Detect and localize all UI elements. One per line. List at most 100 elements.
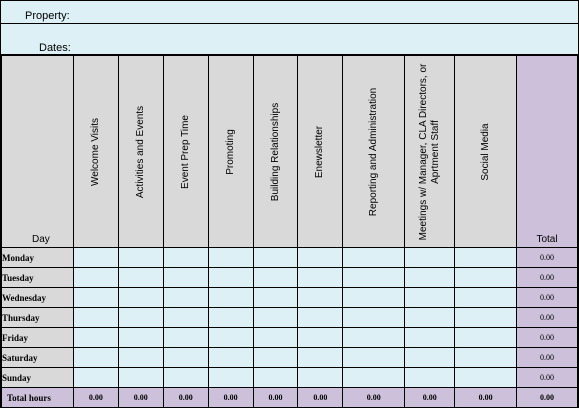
meetings-hours-input[interactable] — [404, 347, 456, 368]
building-relationships-hours-input[interactable] — [252, 327, 299, 348]
grand-total-cell: 0.00 — [516, 387, 578, 408]
reporting-admin-hours-input[interactable] — [342, 307, 406, 328]
table-row: Sunday 0.00 — [1, 367, 578, 388]
day-cell: Sunday — [1, 367, 74, 388]
promoting-hours-input[interactable] — [207, 287, 254, 308]
activities-events-hours-input[interactable] — [117, 367, 164, 388]
building-relationships-hours-input[interactable] — [252, 287, 299, 308]
reporting-admin-hours-input[interactable] — [342, 247, 406, 268]
activities-events-hours-input[interactable] — [117, 307, 164, 328]
meetings-header: Meetings w/ Manager, CLA Directors, or A… — [404, 55, 456, 248]
row-total-cell: 0.00 — [516, 307, 578, 328]
event-prep-total-cell: 0.00 — [162, 387, 209, 408]
reporting-admin-hours-input[interactable] — [342, 287, 406, 308]
reporting-admin-hours-input[interactable] — [342, 267, 406, 288]
enewsletter-total-cell: 0.00 — [297, 387, 344, 408]
meetings-hours-input[interactable] — [404, 247, 456, 268]
welcome-visits-hours-input[interactable] — [72, 367, 119, 388]
promoting-label: Promoting — [224, 128, 236, 175]
enewsletter-hours-input[interactable] — [297, 287, 344, 308]
welcome-visits-hours-input[interactable] — [72, 307, 119, 328]
social-media-hours-input[interactable] — [454, 307, 518, 328]
activities-events-hours-input[interactable] — [117, 327, 164, 348]
reporting-admin-hours-input[interactable] — [342, 347, 406, 368]
welcome-visits-hours-input[interactable] — [72, 287, 119, 308]
reporting-admin-hours-input[interactable] — [342, 327, 406, 348]
event-prep-hours-input[interactable] — [162, 267, 209, 288]
building-relationships-hours-input[interactable] — [252, 347, 299, 368]
meetings-hours-input[interactable] — [404, 327, 456, 348]
welcome-visits-hours-input[interactable] — [72, 267, 119, 288]
day-column-header: Day — [1, 55, 74, 248]
building-relationships-total-cell: 0.00 — [252, 387, 299, 408]
social-media-hours-input[interactable] — [454, 367, 518, 388]
total-header-label: Total — [536, 234, 558, 245]
event-prep-hours-input[interactable] — [162, 307, 209, 328]
building-relationships-hours-input[interactable] — [252, 267, 299, 288]
meetings-hours-input[interactable] — [404, 287, 456, 308]
table-row: Saturday 0.00 — [1, 347, 578, 368]
meetings-hours-input[interactable] — [404, 267, 456, 288]
activities-events-total-cell: 0.00 — [117, 387, 164, 408]
reporting-admin-hours-input[interactable] — [342, 367, 406, 388]
event-prep-hours-input[interactable] — [162, 327, 209, 348]
promoting-hours-input[interactable] — [207, 267, 254, 288]
enewsletter-header: Enewsletter — [297, 55, 344, 248]
table-row: Friday 0.00 — [1, 327, 578, 348]
social-media-hours-input[interactable] — [454, 287, 518, 308]
day-cell: Thursday — [1, 307, 74, 328]
promoting-total-cell: 0.00 — [207, 387, 254, 408]
meetings-hours-input[interactable] — [404, 367, 456, 388]
event-prep-hours-input[interactable] — [162, 367, 209, 388]
day-cell: Friday — [1, 327, 74, 348]
social-media-hours-input[interactable] — [454, 327, 518, 348]
enewsletter-hours-input[interactable] — [297, 327, 344, 348]
promoting-hours-input[interactable] — [207, 307, 254, 328]
row-total-cell: 0.00 — [516, 247, 578, 268]
event-prep-header: Event Prep Time — [162, 55, 209, 248]
activities-events-hours-input[interactable] — [117, 347, 164, 368]
day-header-label: Day — [32, 234, 50, 245]
dates-label: Dates: — [39, 42, 71, 54]
promoting-header: Promoting — [207, 55, 254, 248]
meetings-hours-input[interactable] — [404, 307, 456, 328]
event-prep-hours-input[interactable] — [162, 287, 209, 308]
enewsletter-hours-input[interactable] — [297, 367, 344, 388]
welcome-visits-hours-input[interactable] — [72, 327, 119, 348]
promoting-hours-input[interactable] — [207, 247, 254, 268]
enewsletter-hours-input[interactable] — [297, 307, 344, 328]
building-relationships-hours-input[interactable] — [252, 307, 299, 328]
welcome-visits-hours-input[interactable] — [72, 247, 119, 268]
promoting-hours-input[interactable] — [207, 347, 254, 368]
enewsletter-hours-input[interactable] — [297, 267, 344, 288]
meetings-total-cell: 0.00 — [404, 387, 456, 408]
meetings-label: Meetings w/ Manager, CLA Directors, or A… — [418, 63, 442, 240]
social-media-hours-input[interactable] — [454, 247, 518, 268]
row-total-cell: 0.00 — [516, 327, 578, 348]
hours-table: Day Welcome Visits Activities and Events… — [1, 55, 578, 408]
activities-events-hours-input[interactable] — [117, 247, 164, 268]
event-prep-hours-input[interactable] — [162, 247, 209, 268]
dates-row[interactable]: Dates: — [1, 24, 578, 55]
welcome-visits-label: Welcome Visits — [89, 117, 101, 186]
activities-events-hours-input[interactable] — [117, 287, 164, 308]
building-relationships-hours-input[interactable] — [252, 367, 299, 388]
row-total-cell: 0.00 — [516, 367, 578, 388]
table-row: Thursday 0.00 — [1, 307, 578, 328]
day-cell: Monday — [1, 247, 74, 268]
promoting-hours-input[interactable] — [207, 367, 254, 388]
enewsletter-hours-input[interactable] — [297, 247, 344, 268]
social-media-hours-input[interactable] — [454, 267, 518, 288]
enewsletter-hours-input[interactable] — [297, 347, 344, 368]
social-media-label: Social Media — [479, 122, 491, 181]
property-label: Property: — [25, 10, 70, 22]
event-prep-hours-input[interactable] — [162, 347, 209, 368]
enewsletter-label: Enewsletter — [314, 125, 326, 178]
building-relationships-hours-input[interactable] — [252, 247, 299, 268]
welcome-visits-hours-input[interactable] — [72, 347, 119, 368]
activities-events-hours-input[interactable] — [117, 267, 164, 288]
promoting-hours-input[interactable] — [207, 327, 254, 348]
social-media-hours-input[interactable] — [454, 347, 518, 368]
property-row[interactable]: Property: — [1, 1, 578, 24]
